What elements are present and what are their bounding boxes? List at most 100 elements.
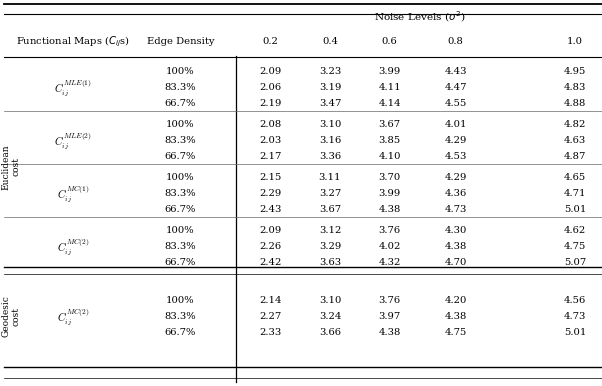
- Text: 100%: 100%: [166, 173, 195, 182]
- Text: 4.65: 4.65: [564, 173, 586, 182]
- Text: 100%: 100%: [166, 296, 195, 305]
- Text: 4.88: 4.88: [564, 99, 586, 108]
- Text: 3.19: 3.19: [319, 83, 341, 92]
- Text: 3.76: 3.76: [379, 225, 401, 235]
- Text: 3.76: 3.76: [379, 296, 401, 305]
- Text: 4.63: 4.63: [564, 136, 586, 145]
- Text: 66.7%: 66.7%: [165, 99, 196, 108]
- Text: 66.7%: 66.7%: [165, 258, 196, 267]
- Text: 66.7%: 66.7%: [165, 328, 196, 337]
- Text: Geodesic
cost: Geodesic cost: [2, 296, 21, 337]
- Text: 2.17: 2.17: [259, 152, 281, 161]
- Text: 3.10: 3.10: [319, 296, 341, 305]
- Text: 3.67: 3.67: [379, 120, 401, 129]
- Text: 2.33: 2.33: [259, 328, 281, 337]
- Text: 2.27: 2.27: [259, 312, 281, 321]
- Text: 4.38: 4.38: [379, 328, 401, 337]
- Text: 4.29: 4.29: [444, 173, 467, 182]
- Text: 3.12: 3.12: [319, 225, 341, 235]
- Text: 4.14: 4.14: [379, 99, 401, 108]
- Text: 2.42: 2.42: [259, 258, 281, 267]
- Text: 4.01: 4.01: [444, 120, 467, 129]
- Text: 3.16: 3.16: [319, 136, 341, 145]
- Text: 1.0: 1.0: [567, 37, 583, 46]
- Text: 4.82: 4.82: [564, 120, 586, 129]
- Text: 4.73: 4.73: [564, 312, 586, 321]
- Text: 3.67: 3.67: [319, 205, 341, 214]
- Text: 4.53: 4.53: [444, 152, 467, 161]
- Text: 3.99: 3.99: [379, 67, 401, 76]
- Text: 4.95: 4.95: [564, 67, 586, 76]
- Text: 3.66: 3.66: [319, 328, 341, 337]
- Text: 3.70: 3.70: [379, 173, 401, 182]
- Text: 4.62: 4.62: [564, 225, 586, 235]
- Text: 4.30: 4.30: [444, 225, 467, 235]
- Text: 100%: 100%: [166, 225, 195, 235]
- Text: 0.4: 0.4: [322, 37, 338, 46]
- Text: 4.70: 4.70: [444, 258, 467, 267]
- Text: Euclidean
cost: Euclidean cost: [2, 144, 21, 190]
- Text: Functional Maps ($C_{ij}$s): Functional Maps ($C_{ij}$s): [16, 34, 129, 49]
- Text: 3.63: 3.63: [319, 258, 341, 267]
- Text: 4.47: 4.47: [444, 83, 467, 92]
- Text: 100%: 100%: [166, 67, 195, 76]
- Text: 4.83: 4.83: [564, 83, 586, 92]
- Text: 83.3%: 83.3%: [165, 136, 196, 145]
- Text: 0.8: 0.8: [447, 37, 464, 46]
- Text: $C_{ij}^{MC(2)}$: $C_{ij}^{MC(2)}$: [57, 236, 89, 257]
- Text: $C_{ij}^{MLE(2)}$: $C_{ij}^{MLE(2)}$: [54, 130, 92, 151]
- Text: 4.75: 4.75: [564, 242, 586, 251]
- Text: 4.29: 4.29: [444, 136, 467, 145]
- Text: 4.02: 4.02: [379, 242, 401, 251]
- Text: 4.38: 4.38: [379, 205, 401, 214]
- Text: 4.56: 4.56: [564, 296, 586, 305]
- Text: 3.36: 3.36: [319, 152, 341, 161]
- Text: 83.3%: 83.3%: [165, 83, 196, 92]
- Text: $C_{ij}^{MLE(1)}$: $C_{ij}^{MLE(1)}$: [54, 77, 92, 98]
- Text: 5.01: 5.01: [564, 328, 586, 337]
- Text: 2.29: 2.29: [259, 189, 281, 198]
- Text: 2.43: 2.43: [259, 205, 281, 214]
- Text: 3.29: 3.29: [319, 242, 341, 251]
- Text: 2.09: 2.09: [259, 67, 281, 76]
- Text: 4.55: 4.55: [444, 99, 467, 108]
- Text: 4.87: 4.87: [564, 152, 586, 161]
- Text: 3.99: 3.99: [379, 189, 401, 198]
- Text: 4.10: 4.10: [379, 152, 401, 161]
- Text: 4.32: 4.32: [379, 258, 401, 267]
- Text: 4.38: 4.38: [444, 242, 467, 251]
- Text: 4.43: 4.43: [444, 67, 467, 76]
- Text: 3.23: 3.23: [319, 67, 341, 76]
- Text: $C_{ij}^{MC(1)}$: $C_{ij}^{MC(1)}$: [57, 183, 89, 204]
- Text: 5.07: 5.07: [564, 258, 586, 267]
- Text: 83.3%: 83.3%: [165, 312, 196, 321]
- Text: 3.11: 3.11: [318, 173, 341, 182]
- Text: Noise Levels ($\sigma^2$): Noise Levels ($\sigma^2$): [374, 9, 465, 24]
- Text: 4.75: 4.75: [444, 328, 467, 337]
- Text: 2.19: 2.19: [259, 99, 281, 108]
- Text: 4.73: 4.73: [444, 205, 467, 214]
- Text: 2.26: 2.26: [259, 242, 281, 251]
- Text: 2.03: 2.03: [259, 136, 281, 145]
- Text: 2.09: 2.09: [259, 225, 281, 235]
- Text: 4.38: 4.38: [444, 312, 467, 321]
- Text: 100%: 100%: [166, 120, 195, 129]
- Text: 3.10: 3.10: [319, 120, 341, 129]
- Text: 2.15: 2.15: [259, 173, 281, 182]
- Text: 2.08: 2.08: [259, 120, 281, 129]
- Text: 83.3%: 83.3%: [165, 189, 196, 198]
- Text: 3.97: 3.97: [379, 312, 401, 321]
- Text: 3.24: 3.24: [319, 312, 341, 321]
- Text: 4.11: 4.11: [379, 83, 401, 92]
- Text: 2.06: 2.06: [259, 83, 281, 92]
- Text: 0.2: 0.2: [262, 37, 278, 46]
- Text: 3.47: 3.47: [319, 99, 341, 108]
- Text: 66.7%: 66.7%: [165, 152, 196, 161]
- Text: 5.01: 5.01: [564, 205, 586, 214]
- Text: Edge Density: Edge Density: [147, 37, 214, 46]
- Text: 4.36: 4.36: [444, 189, 467, 198]
- Text: 0.6: 0.6: [382, 37, 397, 46]
- Text: 83.3%: 83.3%: [165, 242, 196, 251]
- Text: 3.27: 3.27: [319, 189, 341, 198]
- Text: 4.20: 4.20: [444, 296, 467, 305]
